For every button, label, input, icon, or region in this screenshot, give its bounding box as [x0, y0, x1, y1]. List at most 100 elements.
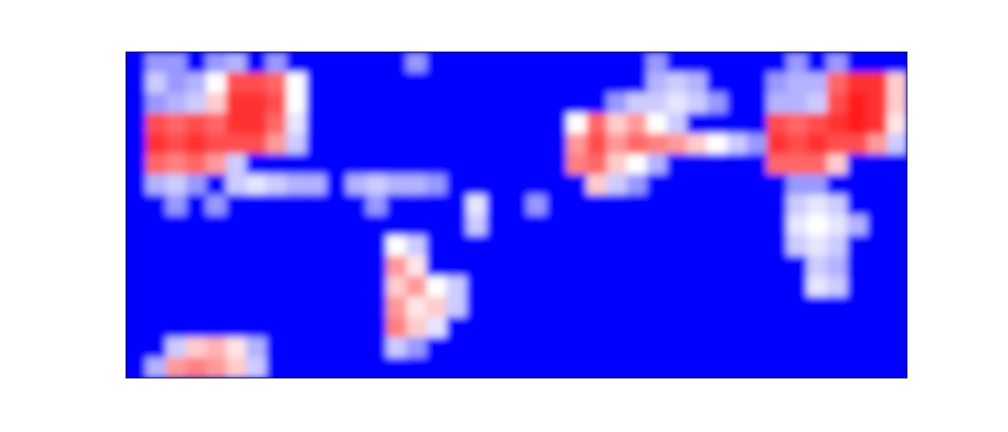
heat-cell: [807, 113, 828, 134]
heat-cell: [867, 174, 888, 195]
heat-cell: [206, 113, 227, 134]
heat-cell: [226, 256, 247, 277]
heat-cell: [166, 93, 187, 114]
heat-cell: [787, 195, 808, 216]
heat-cell: [547, 276, 568, 297]
heat-cell: [827, 174, 848, 195]
heat-cell: [406, 93, 427, 114]
heat-cell: [847, 174, 868, 195]
heat-cell: [587, 174, 608, 195]
heat-cell: [607, 93, 628, 114]
heat-cell: [246, 93, 267, 114]
heat-cell: [707, 337, 728, 358]
heat-cell: [867, 154, 888, 175]
heat-cell: [126, 337, 147, 358]
heat-cell: [547, 195, 568, 216]
heat-cell: [446, 93, 467, 114]
heat-cell: [727, 235, 748, 256]
heat-cell: [486, 134, 507, 155]
heat-cell: [827, 215, 848, 236]
heat-cell: [266, 256, 287, 277]
heat-cell: [206, 276, 227, 297]
heat-cell: [647, 297, 668, 318]
heat-cell: [687, 134, 708, 155]
heat-cell: [266, 93, 287, 114]
heat-cell: [466, 154, 487, 175]
heat-cell: [206, 174, 227, 195]
heat-cell: [807, 174, 828, 195]
heat-cell: [807, 134, 828, 155]
heat-cell: [306, 337, 327, 358]
heat-cell: [226, 174, 247, 195]
heat-cell: [166, 235, 187, 256]
heat-cell: [266, 195, 287, 216]
heat-cell: [326, 113, 347, 134]
heat-cell: [506, 134, 527, 155]
heat-cell: [747, 297, 768, 318]
heat-cell: [567, 195, 588, 216]
heat-cell: [747, 52, 768, 73]
heat-cell: [687, 52, 708, 73]
heat-cell: [466, 276, 487, 297]
chart: [0, 0, 1008, 432]
heat-cell: [266, 337, 287, 358]
heat-cell: [627, 154, 648, 175]
heat-cell: [266, 317, 287, 338]
heat-cell: [306, 113, 327, 134]
heat-cell: [587, 256, 608, 277]
heat-cell: [186, 256, 207, 277]
heat-cell: [807, 317, 828, 338]
heat-cell: [366, 276, 387, 297]
heat-cell: [667, 276, 688, 297]
heat-cell: [887, 337, 907, 358]
heat-cell: [787, 215, 808, 236]
heat-cell: [887, 195, 907, 216]
heat-cell: [527, 235, 548, 256]
heat-cell: [747, 154, 768, 175]
heat-cell: [426, 72, 447, 93]
heat-cell: [206, 195, 227, 216]
heat-cell: [767, 337, 788, 358]
heat-cell: [607, 52, 628, 73]
heat-cell: [286, 154, 307, 175]
heat-cell: [667, 195, 688, 216]
heat-cell: [406, 297, 427, 318]
heat-cell: [286, 256, 307, 277]
heat-cell: [166, 256, 187, 277]
heat-cell: [506, 215, 527, 236]
plot-area: [126, 52, 907, 378]
heat-cell: [547, 93, 568, 114]
heat-cell: [126, 52, 147, 73]
heat-cell: [126, 195, 147, 216]
heat-cell: [406, 235, 427, 256]
heat-cell: [807, 358, 828, 378]
heat-cell: [887, 93, 907, 114]
heat-cell: [206, 154, 227, 175]
heat-cell: [306, 276, 327, 297]
heat-cell: [246, 256, 267, 277]
heat-cell: [406, 195, 427, 216]
heat-cell: [306, 358, 327, 378]
heat-cell: [326, 235, 347, 256]
heat-cell: [166, 52, 187, 73]
heat-cell: [426, 52, 447, 73]
heat-cell: [186, 93, 207, 114]
heat-cell: [727, 297, 748, 318]
heat-cell: [547, 113, 568, 134]
heat-cell: [767, 154, 788, 175]
heat-cell: [687, 174, 708, 195]
heat-cell: [366, 93, 387, 114]
heat-cell: [767, 235, 788, 256]
heat-cell: [326, 337, 347, 358]
heat-cell: [426, 113, 447, 134]
heat-cell: [226, 52, 247, 73]
heat-cell: [687, 337, 708, 358]
heat-cell: [146, 113, 167, 134]
heat-cell: [366, 256, 387, 277]
heat-cell: [647, 317, 668, 338]
heat-cell: [607, 72, 628, 93]
heat-cell: [647, 93, 668, 114]
heat-cell: [687, 93, 708, 114]
heat-cell: [787, 174, 808, 195]
heat-cell: [667, 256, 688, 277]
